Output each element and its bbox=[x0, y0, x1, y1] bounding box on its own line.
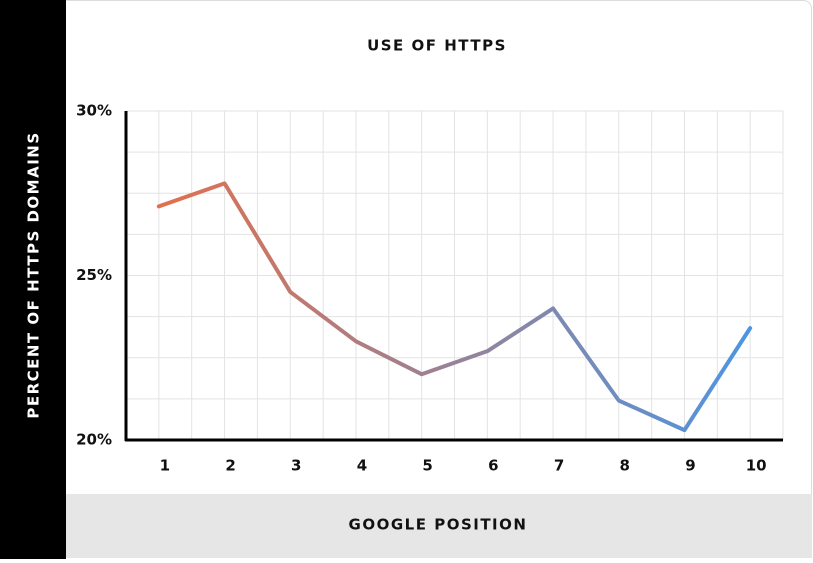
x-tick-label: 10 bbox=[746, 457, 767, 475]
y-tick-label: 25% bbox=[76, 266, 112, 284]
y-tick-label: 20% bbox=[76, 431, 112, 449]
plot: 20% 25% 30% 1 2 3 4 5 6 7 8 9 10 bbox=[76, 102, 783, 475]
x-tick-label: 3 bbox=[291, 457, 301, 475]
x-tick-label: 4 bbox=[357, 457, 367, 475]
line bbox=[156, 181, 753, 433]
x-tick-label: 5 bbox=[422, 457, 432, 475]
y-label-band bbox=[0, 0, 66, 559]
chart-title: USE OF HTTPS bbox=[367, 37, 507, 55]
x-label-band bbox=[66, 494, 812, 558]
x-tick-label: 7 bbox=[554, 457, 564, 475]
y-tick-label: 30% bbox=[76, 102, 112, 120]
grid bbox=[126, 110, 784, 441]
x-tick-label: 1 bbox=[160, 457, 170, 475]
x-tick-label: 8 bbox=[620, 457, 630, 475]
x-tick-label: 6 bbox=[488, 457, 498, 475]
x-axis-label: GOOGLE POSITION bbox=[349, 516, 528, 534]
x-tick-label: 2 bbox=[225, 457, 235, 475]
x-tick-label: 9 bbox=[685, 457, 695, 475]
y-axis-label: PERCENT OF HTTPS DOMAINS bbox=[25, 131, 43, 418]
